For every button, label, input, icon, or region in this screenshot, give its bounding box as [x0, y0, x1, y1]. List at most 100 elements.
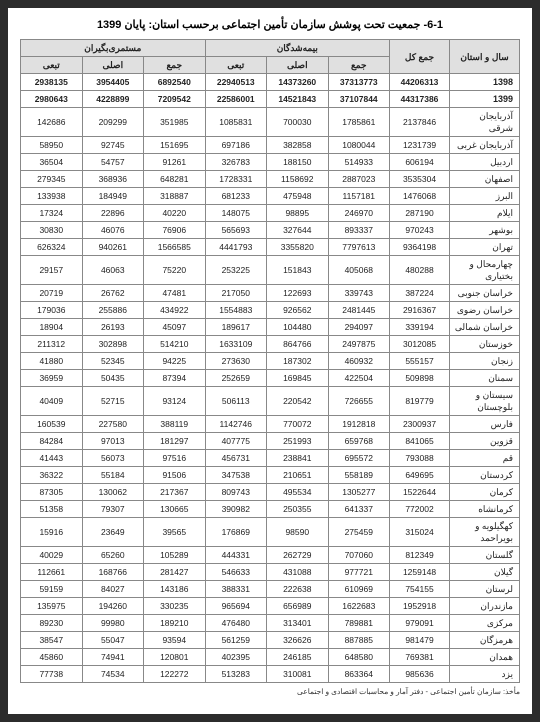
cell-value: 327644 — [267, 222, 329, 239]
table-row: یزد9856368633643100815132831222727453477… — [21, 666, 520, 683]
cell-value: 18904 — [21, 319, 83, 336]
cell-value: 1522644 — [390, 484, 450, 501]
cell-value: 382858 — [267, 137, 329, 154]
cell-value: 94225 — [144, 353, 206, 370]
cell-value: 143186 — [144, 581, 206, 598]
cell-value: 565693 — [205, 222, 267, 239]
cell-value: 558189 — [328, 467, 390, 484]
cell-value: 251993 — [267, 433, 329, 450]
cell-value: 1157181 — [328, 188, 390, 205]
cell-value: 2300937 — [390, 416, 450, 433]
cell-value: 2938135 — [21, 74, 83, 91]
cell-value: 2497875 — [328, 336, 390, 353]
row-label: مازندران — [450, 598, 520, 615]
cell-value: 707060 — [328, 547, 390, 564]
table-row: بوشهر97024389333732764456569376906460763… — [21, 222, 520, 239]
cell-value: 14373260 — [267, 74, 329, 91]
cell-value: 887885 — [328, 632, 390, 649]
data-table: سال و استان جمع کل بیمه‌شدگان مستمری‌بگی… — [20, 39, 520, 683]
cell-value: 606194 — [390, 154, 450, 171]
cell-value: 770072 — [267, 416, 329, 433]
cell-value: 194260 — [82, 598, 144, 615]
cell-value: 26193 — [82, 319, 144, 336]
cell-value: 98895 — [267, 205, 329, 222]
header-pension-main: اصلی — [82, 57, 144, 74]
cell-value: 56073 — [82, 450, 144, 467]
cell-value: 351985 — [144, 108, 206, 137]
cell-value: 812349 — [390, 547, 450, 564]
cell-value: 772002 — [390, 501, 450, 518]
cell-value: 40220 — [144, 205, 206, 222]
cell-value: 273630 — [205, 353, 267, 370]
page: 6-1- جمعیت تحت پوشش سازمان تأمین اجتماعی… — [8, 8, 532, 714]
cell-value: 169845 — [267, 370, 329, 387]
row-label: کرمان — [450, 484, 520, 501]
table-row: گیلان12591489777214310885466332814271687… — [21, 564, 520, 581]
cell-value: 1476068 — [390, 188, 450, 205]
cell-value: 54757 — [82, 154, 144, 171]
cell-value: 36322 — [21, 467, 83, 484]
cell-value: 148075 — [205, 205, 267, 222]
cell-value: 648580 — [328, 649, 390, 666]
row-label: قزوین — [450, 433, 520, 450]
cell-value: 388119 — [144, 416, 206, 433]
cell-value: 1305277 — [328, 484, 390, 501]
cell-value: 220542 — [267, 387, 329, 416]
cell-value: 58950 — [21, 137, 83, 154]
cell-value: 326783 — [205, 154, 267, 171]
cell-value: 51358 — [21, 501, 83, 518]
cell-value: 387224 — [390, 285, 450, 302]
table-body: 1398442063133731377314373260229405136892… — [21, 74, 520, 683]
cell-value: 37107844 — [328, 91, 390, 108]
cell-value: 9364198 — [390, 239, 450, 256]
cell-value: 2137846 — [390, 108, 450, 137]
cell-value: 84027 — [82, 581, 144, 598]
cell-value: 7209542 — [144, 91, 206, 108]
cell-value: 1566585 — [144, 239, 206, 256]
cell-value: 697186 — [205, 137, 267, 154]
cell-value: 93124 — [144, 387, 206, 416]
table-row: سمنان50989842250416984525265987394504353… — [21, 370, 520, 387]
cell-value: 506113 — [205, 387, 267, 416]
cell-value: 4441793 — [205, 239, 267, 256]
cell-value: 98590 — [267, 518, 329, 547]
table-row: کردستان649695558189210651347538915065518… — [21, 467, 520, 484]
row-label: زنجان — [450, 353, 520, 370]
row-label: تهران — [450, 239, 520, 256]
cell-value: 422504 — [328, 370, 390, 387]
cell-value: 1633109 — [205, 336, 267, 353]
table-title: 6-1- جمعیت تحت پوشش سازمان تأمین اجتماعی… — [20, 18, 520, 31]
cell-value: 84284 — [21, 433, 83, 450]
cell-value: 561259 — [205, 632, 267, 649]
cell-value: 44317386 — [390, 91, 450, 108]
cell-value: 176869 — [205, 518, 267, 547]
cell-value: 17324 — [21, 205, 83, 222]
table-row: فارس230093719128187700721142746388119227… — [21, 416, 520, 433]
cell-value: 36959 — [21, 370, 83, 387]
cell-value: 47481 — [144, 285, 206, 302]
header-group-pension: مستمری‌بگیران — [21, 40, 206, 57]
cell-value: 105289 — [144, 547, 206, 564]
cell-value: 36504 — [21, 154, 83, 171]
cell-value: 120801 — [144, 649, 206, 666]
cell-value: 142686 — [21, 108, 83, 137]
cell-value: 402395 — [205, 649, 267, 666]
cell-value: 347538 — [205, 467, 267, 484]
cell-value: 3535304 — [390, 171, 450, 188]
cell-value: 681233 — [205, 188, 267, 205]
cell-value: 39565 — [144, 518, 206, 547]
cell-value: 168766 — [82, 564, 144, 581]
cell-value: 22896 — [82, 205, 144, 222]
cell-value: 407775 — [205, 433, 267, 450]
cell-value: 2916367 — [390, 302, 450, 319]
row-label: هرمزگان — [450, 632, 520, 649]
cell-value: 1622683 — [328, 598, 390, 615]
cell-value: 52715 — [82, 387, 144, 416]
cell-value: 87394 — [144, 370, 206, 387]
cell-value: 339194 — [390, 319, 450, 336]
cell-value: 318887 — [144, 188, 206, 205]
table-row: اردبیل6061945149331881503267839126154757… — [21, 154, 520, 171]
cell-value: 59159 — [21, 581, 83, 598]
cell-value: 38547 — [21, 632, 83, 649]
cell-value: 122693 — [267, 285, 329, 302]
